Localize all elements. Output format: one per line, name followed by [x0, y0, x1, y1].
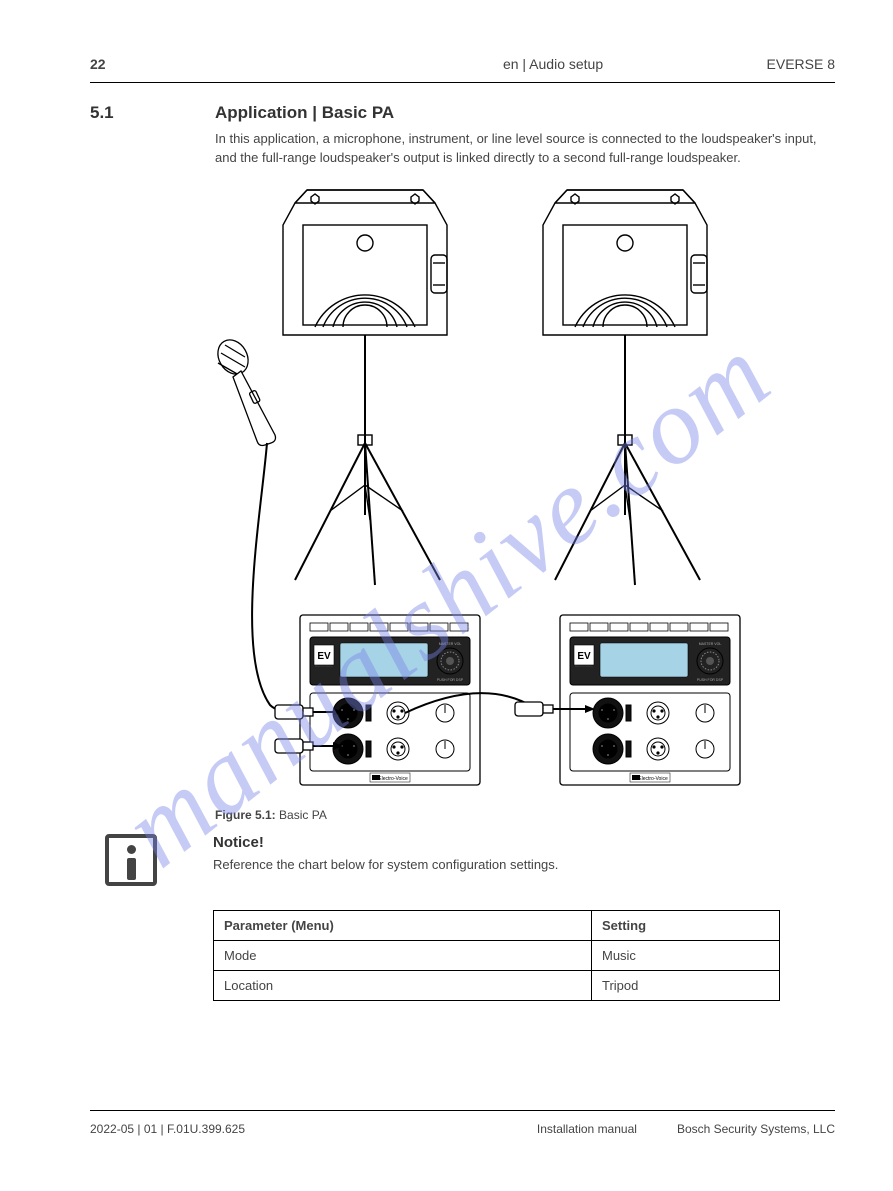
table-cell-setting: Tripod: [591, 971, 779, 1001]
footer-docid: 2022-05 | 01 | F.01U.399.625: [90, 1122, 245, 1136]
brand-ev-label: EV: [317, 651, 331, 662]
footer-right: Installation manual Bosch Security Syste…: [537, 1122, 835, 1136]
table-cell-param: Mode: [214, 941, 592, 971]
notice-block: Notice! Reference the chart below for sy…: [105, 834, 838, 894]
header-product: EVERSE 8: [767, 56, 835, 72]
svg-text:EV: EV: [577, 651, 591, 662]
config-table: Parameter (Menu) Setting Mode Music Loca…: [213, 910, 780, 1001]
page-number: 22: [90, 56, 106, 72]
svg-text:PUSH FOR DSP: PUSH FOR DSP: [697, 678, 724, 682]
table-cell-setting: Music: [591, 941, 779, 971]
svg-text:Electro-Voice: Electro-Voice: [378, 776, 408, 782]
table-row: Mode Music: [214, 941, 780, 971]
section-title: Application | Basic PA: [215, 103, 394, 123]
table-cell-param: Location: [214, 971, 592, 1001]
figure-svg: EV Electro-Voice PUSH FOR DSP MASTER VOL: [215, 185, 780, 800]
notice-body: Reference the chart below for system con…: [213, 856, 838, 875]
svg-text:Electro-Voice: Electro-Voice: [575, 664, 593, 668]
section-paragraph: In this application, a microphone, instr…: [215, 130, 835, 168]
figure-caption: Figure 5.1: Basic PA: [215, 808, 327, 822]
notice-heading: Notice!: [213, 834, 264, 851]
section-number: 5.1: [90, 103, 114, 123]
info-icon: [105, 834, 157, 886]
table-row: Location Tripod: [214, 971, 780, 1001]
header-rule: [90, 82, 835, 83]
footer-company: Bosch Security Systems, LLC: [677, 1122, 835, 1136]
svg-text:PUSH FOR DSP: PUSH FOR DSP: [437, 678, 464, 682]
svg-text:MASTER VOL: MASTER VOL: [439, 642, 462, 646]
table-col-parameter: Parameter (Menu): [214, 911, 592, 941]
footer-doc-type: Installation manual: [537, 1122, 637, 1136]
svg-text:Electro-Voice: Electro-Voice: [315, 664, 333, 668]
figure-caption-prefix: Figure 5.1:: [215, 808, 276, 822]
speaker-right: [543, 190, 707, 585]
table-header-row: Parameter (Menu) Setting: [214, 911, 780, 941]
figure-caption-text: Basic PA: [279, 808, 327, 822]
microphone-icon: [215, 334, 276, 445]
amp-panel-left: EV Electro-Voice PUSH FOR DSP MASTER VOL: [300, 615, 480, 785]
speaker-left: [283, 190, 447, 585]
header-section-label: en | Audio setup: [503, 56, 603, 72]
figure-basic-pa: EV Electro-Voice PUSH FOR DSP MASTER VOL: [215, 185, 780, 800]
footer-rule: [90, 1110, 835, 1111]
svg-text:Electro-Voice: Electro-Voice: [638, 776, 668, 782]
table-col-setting: Setting: [591, 911, 779, 941]
header-right: en | Audio setup EVERSE 8: [503, 56, 835, 72]
amp-panel-right: EV Electro-Voice PUSH FOR DSP MASTER VOL: [560, 615, 740, 785]
svg-text:MASTER VOL: MASTER VOL: [699, 642, 722, 646]
